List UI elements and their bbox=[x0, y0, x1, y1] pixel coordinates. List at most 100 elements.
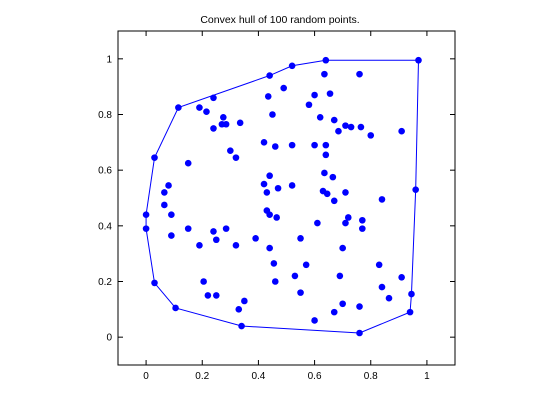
data-point bbox=[297, 289, 304, 296]
data-point bbox=[342, 189, 349, 196]
data-point bbox=[398, 274, 405, 281]
data-point bbox=[288, 141, 296, 149]
data-point bbox=[344, 214, 352, 221]
data-point bbox=[330, 197, 338, 205]
data-point bbox=[359, 216, 366, 224]
data-point bbox=[210, 94, 217, 102]
data-point bbox=[357, 123, 365, 131]
data-point bbox=[305, 101, 313, 109]
data-point bbox=[335, 127, 342, 135]
data-point bbox=[311, 141, 318, 149]
y-tick-label: 0.6 bbox=[98, 166, 112, 177]
x-tick-label: 0.4 bbox=[251, 371, 265, 382]
convex-hull-line bbox=[145, 59, 420, 334]
data-point bbox=[322, 141, 330, 149]
ticks-layer: 0 0.2 0.4 0.6 0.8 1 0 0.2 0.4 0.6 0.8 1 bbox=[98, 31, 455, 382]
data-point bbox=[175, 104, 182, 111]
data-point bbox=[172, 304, 179, 312]
data-point bbox=[326, 90, 334, 97]
data-point bbox=[385, 294, 393, 302]
y-tick-label: 0.4 bbox=[98, 221, 112, 232]
data-point bbox=[378, 283, 386, 291]
data-point bbox=[222, 225, 230, 232]
data-point bbox=[398, 127, 405, 135]
data-point bbox=[212, 292, 220, 299]
data-point bbox=[184, 225, 192, 232]
data-point bbox=[200, 278, 207, 285]
data-point bbox=[311, 317, 318, 324]
data-point bbox=[266, 244, 273, 252]
data-point bbox=[264, 93, 272, 100]
data-point bbox=[271, 278, 279, 285]
data-point bbox=[297, 235, 304, 242]
data-point bbox=[412, 186, 419, 193]
x-tick-label: 1 bbox=[424, 371, 430, 382]
data-point bbox=[291, 272, 299, 280]
data-point bbox=[252, 235, 259, 242]
data-point bbox=[263, 189, 271, 196]
data-point bbox=[274, 184, 282, 192]
data-point bbox=[168, 211, 175, 218]
data-point bbox=[204, 292, 212, 299]
data-point bbox=[260, 180, 268, 188]
data-point bbox=[323, 190, 331, 198]
data-point bbox=[218, 120, 226, 128]
data-point bbox=[311, 91, 318, 99]
data-point bbox=[406, 308, 414, 316]
data-point bbox=[321, 169, 328, 177]
data-point bbox=[302, 261, 310, 269]
data-point bbox=[316, 113, 324, 121]
data-point bbox=[227, 147, 234, 154]
data-point bbox=[322, 56, 330, 64]
x-tick-label: 0 bbox=[143, 371, 149, 382]
data-point bbox=[288, 62, 296, 70]
data-point bbox=[238, 322, 245, 330]
data-point bbox=[151, 154, 158, 161]
data-point bbox=[266, 72, 273, 79]
data-point bbox=[184, 159, 192, 167]
data-point bbox=[359, 225, 366, 232]
data-point bbox=[151, 279, 158, 287]
data-point bbox=[342, 219, 349, 227]
data-point bbox=[356, 70, 363, 78]
data-point bbox=[269, 111, 276, 118]
data-point bbox=[375, 261, 383, 269]
data-point bbox=[196, 242, 203, 249]
data-point bbox=[339, 300, 346, 308]
x-tick-label: 0.6 bbox=[308, 371, 322, 382]
data-point bbox=[235, 306, 243, 313]
data-point bbox=[266, 211, 273, 218]
data-point bbox=[322, 151, 330, 159]
data-point bbox=[288, 182, 296, 189]
data-point bbox=[415, 56, 422, 64]
y-tick-label: 1 bbox=[106, 54, 112, 65]
data-point bbox=[330, 116, 338, 124]
data-point bbox=[330, 308, 338, 316]
data-point bbox=[210, 228, 217, 235]
data-point bbox=[280, 84, 287, 92]
data-point bbox=[342, 122, 349, 129]
data-point bbox=[161, 201, 168, 209]
data-point bbox=[236, 119, 244, 127]
data-point bbox=[339, 244, 346, 252]
data-layer bbox=[142, 56, 422, 337]
chart-title: Convex hull of 100 random points. bbox=[200, 14, 359, 26]
data-point bbox=[212, 236, 220, 244]
data-point bbox=[161, 189, 168, 196]
data-point bbox=[220, 113, 227, 121]
data-point bbox=[203, 108, 210, 116]
data-point bbox=[271, 143, 279, 150]
data-point bbox=[260, 139, 268, 146]
data-point bbox=[314, 219, 321, 227]
data-point bbox=[329, 173, 337, 181]
data-point bbox=[168, 232, 175, 239]
data-point bbox=[241, 297, 248, 305]
data-point bbox=[336, 272, 344, 280]
y-tick-label: 0 bbox=[106, 333, 112, 344]
data-point bbox=[232, 242, 240, 249]
data-point bbox=[142, 211, 150, 218]
data-point bbox=[356, 303, 363, 310]
x-tick-label: 0.8 bbox=[364, 371, 378, 382]
data-point bbox=[142, 225, 150, 232]
